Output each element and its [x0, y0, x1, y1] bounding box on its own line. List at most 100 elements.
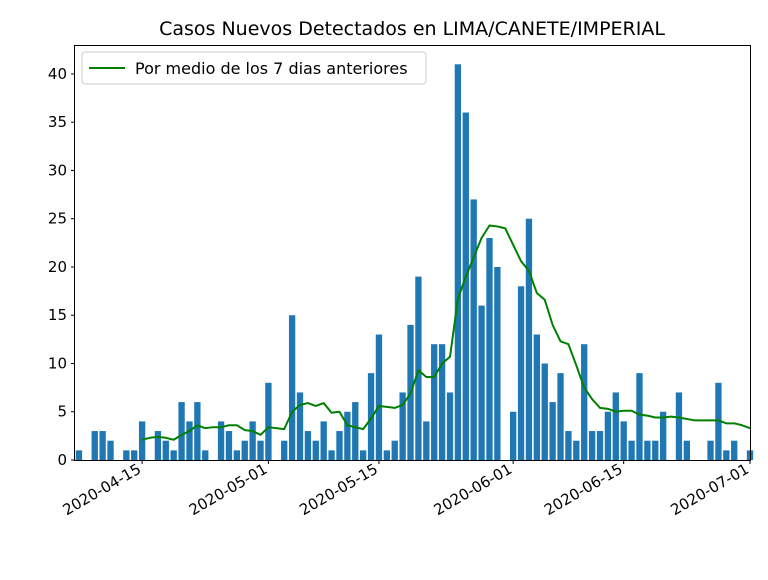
bar-2020-06-15	[620, 421, 627, 460]
bar-2020-05-18	[399, 392, 406, 460]
y-tick-label-40: 40	[48, 65, 67, 83]
bar-2020-04-21	[186, 421, 193, 460]
bar-2020-05-27	[470, 199, 477, 461]
bar-2020-05-30	[494, 266, 501, 460]
bar-2020-05-10	[336, 431, 343, 460]
bars-layer	[75, 64, 754, 461]
bar-2020-06-03	[525, 218, 533, 460]
bar-2020-05-20	[415, 276, 422, 460]
y-tick-label-35: 35	[48, 113, 67, 131]
bar-2020-05-12	[352, 402, 359, 460]
bar-2020-06-16	[628, 440, 635, 460]
bar-2020-04-13	[123, 450, 130, 460]
bar-2020-06-23	[683, 440, 690, 460]
bar-2020-04-17	[154, 431, 162, 460]
bar-2020-06-06	[549, 402, 556, 460]
bar-2020-05-05	[296, 392, 304, 460]
bar-2020-06-10	[581, 344, 588, 460]
bar-2020-04-07	[75, 450, 83, 460]
bar-2020-06-08	[565, 431, 572, 460]
line-layer	[141, 224, 751, 441]
bar-2020-04-29	[249, 421, 256, 460]
bar-2020-06-26	[707, 440, 714, 460]
plot-frame	[74, 45, 751, 461]
bar-2020-05-06	[304, 431, 312, 460]
x-tick-label-2020-07-01: 2020-07-01	[667, 460, 752, 519]
bar-2020-05-21	[423, 421, 430, 460]
bar-2020-04-28	[241, 440, 248, 460]
bar-2020-04-19	[170, 450, 177, 460]
bar-2020-05-24	[446, 392, 454, 460]
bar-2020-05-16	[383, 450, 390, 460]
bar-2020-05-03	[281, 440, 288, 460]
bar-2020-06-11	[588, 431, 596, 460]
bar-2020-05-15	[375, 334, 383, 460]
bar-2020-06-29	[731, 440, 738, 460]
bar-2020-06-13	[604, 411, 612, 460]
bar-2020-05-29	[486, 238, 493, 460]
y-tick-label-25: 25	[48, 210, 67, 228]
bar-2020-05-14	[367, 373, 375, 460]
y-tick-label-15: 15	[48, 306, 67, 324]
bar-2020-05-17	[391, 440, 398, 460]
bar-2020-06-22	[675, 392, 683, 460]
y-tick-label-5: 5	[57, 403, 67, 421]
bar-2020-04-22	[194, 402, 201, 460]
bar-2020-05-01	[265, 382, 272, 460]
x-tick-label-2020-05-01: 2020-05-01	[186, 460, 271, 519]
bar-2020-04-14	[131, 450, 138, 460]
legend-box	[81, 51, 427, 85]
x-tick-label-2020-06-15: 2020-06-15	[541, 460, 626, 519]
bar-2020-05-11	[344, 411, 351, 460]
bar-2020-06-07	[557, 373, 564, 460]
y-tick-label-10: 10	[48, 354, 67, 372]
bar-2020-04-30	[257, 440, 264, 460]
bar-2020-06-09	[573, 440, 580, 460]
bar-2020-06-01	[510, 411, 517, 460]
bar-2020-04-09	[91, 431, 98, 460]
bar-2020-05-09	[328, 450, 335, 460]
bar-2020-04-26	[225, 431, 233, 460]
bar-2020-05-23	[438, 344, 446, 460]
bar-2020-06-20	[660, 411, 667, 460]
bar-2020-05-22	[431, 344, 438, 460]
bar-2020-05-28	[478, 305, 485, 460]
bar-2020-04-15	[138, 421, 146, 460]
bar-2020-06-12	[596, 431, 604, 460]
bar-2020-05-07	[312, 440, 319, 460]
bar-2020-06-02	[517, 286, 525, 460]
bar-2020-04-11	[107, 440, 114, 460]
y-tick-label-20: 20	[48, 258, 67, 276]
legend: Por medio de los 7 dias anteriores	[81, 51, 427, 85]
series-line-moving-average	[141, 224, 751, 441]
y-tick-label-0: 0	[57, 451, 67, 469]
bar-2020-06-17	[636, 373, 643, 460]
bar-2020-04-27	[233, 450, 240, 460]
bar-2020-04-10	[99, 431, 106, 460]
bar-2020-05-04	[288, 315, 296, 460]
x-axis: 2020-04-15 2020-05-01 2020-05-15 2020-06-01…	[60, 460, 752, 519]
y-tick-label-30: 30	[48, 161, 67, 179]
bar-2020-06-18	[644, 440, 651, 460]
bar-2020-06-19	[652, 440, 659, 460]
bar-2020-05-08	[320, 421, 327, 460]
x-tick-label-2020-04-15: 2020-04-15	[60, 460, 145, 519]
x-tick-label-2020-06-01: 2020-06-01	[431, 460, 516, 519]
bar-2020-06-05	[541, 363, 548, 460]
chart-title: Casos Nuevos Detectados en LIMA/CANETE/I…	[159, 18, 665, 40]
bar-2020-05-26	[462, 112, 469, 460]
legend-entry-moving-average: Por medio de los 7 dias anteriores	[135, 59, 408, 78]
bar-2020-05-25	[454, 64, 462, 461]
x-tick-label-2020-05-15: 2020-05-15	[296, 460, 381, 519]
bar-2020-05-13	[360, 450, 367, 460]
bar-2020-06-14	[612, 392, 619, 460]
bar-2020-04-20	[178, 402, 185, 460]
bar-2020-04-18	[162, 440, 169, 460]
bar-2020-04-23	[202, 450, 209, 460]
y-axis: 0 5 10 15 20 25 30 35 40	[48, 65, 75, 469]
bar-2020-04-25	[217, 421, 225, 460]
bar-2020-06-28	[723, 450, 730, 460]
bar-2020-06-04	[533, 334, 540, 460]
